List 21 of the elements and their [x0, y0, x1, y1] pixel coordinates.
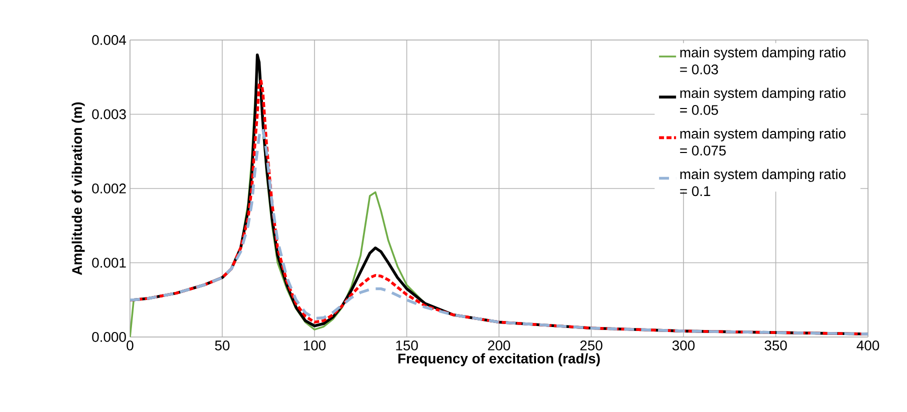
x-tick-label: 300 — [672, 340, 695, 350]
x-tick-label: 150 — [396, 340, 418, 350]
y-axis-title: Amplitude of vibration (m) — [72, 102, 85, 275]
legend-label: main system damping ratio = 0.05 — [680, 88, 846, 115]
x-tick-label: 50 — [215, 340, 230, 350]
line-series — [130, 128, 868, 336]
x-tick-label: 0 — [126, 340, 134, 350]
x-tick-label: 200 — [488, 340, 510, 350]
y-tick-label: 0.004 — [92, 35, 126, 45]
legend-label: main system damping ratio = 0.075 — [680, 128, 846, 156]
legend-label: main system damping ratio = 0.03 — [680, 47, 846, 74]
y-tick-label: 0.000 — [92, 332, 126, 342]
x-tick-label: 400 — [856, 340, 880, 350]
x-axis-title: Frequency of excitation (rad/s) — [398, 353, 600, 366]
y-tick-label: 0.001 — [92, 258, 126, 268]
y-tick-label: 0.003 — [92, 109, 126, 120]
x-tick-label: 250 — [580, 340, 602, 350]
x-tick-label: 100 — [304, 340, 326, 350]
x-tick-label: 350 — [764, 340, 787, 350]
y-tick-label: 0.002 — [92, 184, 126, 194]
legend-label: main system damping ratio = 0.1 — [680, 168, 846, 196]
